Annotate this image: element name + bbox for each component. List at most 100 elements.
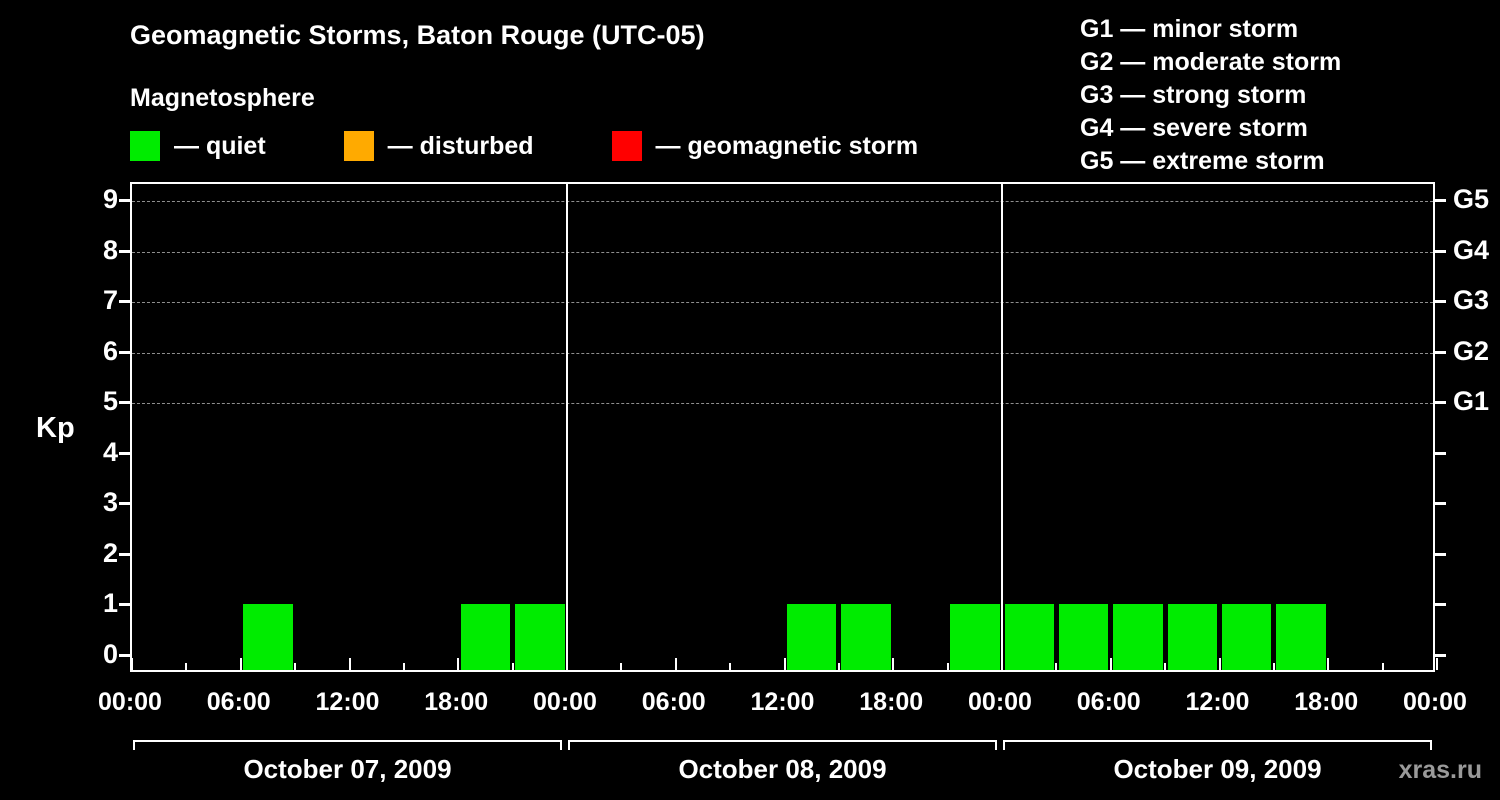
y-tick-mark <box>119 603 130 607</box>
date-bracket <box>568 740 997 750</box>
g-axis-label: G1 <box>1453 386 1490 417</box>
time-label: 18:00 <box>424 688 489 716</box>
legend-swatch <box>611 131 642 161</box>
kp-bar <box>1113 604 1163 670</box>
day-separator <box>566 184 568 670</box>
y-tick-label: 5 <box>102 386 118 417</box>
kp-bar <box>1004 604 1054 670</box>
g-legend-line: G4 — severe storm <box>1080 114 1308 142</box>
time-label: 18:00 <box>859 688 924 716</box>
y-tick-mark <box>1435 451 1446 455</box>
chart-title: Geomagnetic Storms, Baton Rouge (UTC-05) <box>130 20 705 50</box>
y-tick-mark <box>1435 249 1446 253</box>
gridline <box>132 352 1433 354</box>
legend-item-quiet: — quiet <box>130 131 266 161</box>
gridline <box>132 251 1433 253</box>
y-tick-mark <box>119 552 130 556</box>
kp-bar <box>460 604 511 670</box>
y-tick-label: 3 <box>102 487 118 518</box>
y-tick-mark <box>1435 603 1446 607</box>
time-label: 06:00 <box>206 688 271 716</box>
y-tick-mark <box>119 401 130 405</box>
kp-bar <box>1058 604 1109 670</box>
y-tick-mark <box>1435 502 1446 506</box>
date-label: October 08, 2009 <box>678 754 887 784</box>
kp-bar <box>1167 604 1217 670</box>
legend-item-label: — disturbed <box>387 131 534 160</box>
y-tick-mark <box>1435 350 1446 354</box>
g-legend-line: G3 — strong storm <box>1080 81 1307 109</box>
y-axis-title: Kp <box>36 412 75 444</box>
x-tick-mark <box>946 663 949 670</box>
x-tick-mark <box>1218 658 1221 670</box>
x-tick-mark <box>729 663 732 670</box>
date-label: October 09, 2009 <box>1113 754 1322 784</box>
x-tick-mark <box>1055 663 1058 670</box>
y-tick-label: 0 <box>102 639 118 669</box>
y-tick-label: 6 <box>102 335 118 366</box>
date-bracket <box>1003 740 1432 750</box>
watermark: xras.ru <box>1398 756 1482 784</box>
y-tick-mark <box>119 502 130 506</box>
time-label: 06:00 <box>641 688 706 716</box>
x-tick-mark <box>185 663 188 670</box>
kp-bar <box>787 604 837 670</box>
x-tick-mark <box>1109 658 1112 670</box>
date-bracket <box>133 740 562 750</box>
legend-swatch <box>343 131 374 161</box>
time-label: 12:00 <box>315 688 380 716</box>
y-tick-label: 7 <box>102 285 118 316</box>
x-tick-mark <box>783 658 786 670</box>
legend-item-disturbed: — disturbed <box>343 131 534 161</box>
legend-swatch <box>130 131 160 161</box>
x-tick-mark <box>1164 663 1167 670</box>
kp-bar <box>950 604 1000 670</box>
time-label: 18:00 <box>1294 688 1359 716</box>
g-legend-line: G2 — moderate storm <box>1080 48 1342 76</box>
time-label: 00:00 <box>98 688 162 716</box>
x-tick-mark <box>620 663 623 670</box>
x-tick-mark <box>837 663 840 670</box>
kp-bar <box>243 604 293 670</box>
gridline <box>132 403 1433 405</box>
g-axis-label: G2 <box>1453 335 1490 366</box>
y-tick-mark <box>119 451 130 455</box>
legend-item-label: — geomagnetic storm <box>655 131 919 160</box>
y-tick-label: 8 <box>102 234 118 265</box>
kp-color-legend: — quiet — disturbed — geomagnetic storm <box>130 131 918 161</box>
x-tick-mark <box>1327 658 1330 670</box>
time-label: 00:00 <box>533 688 597 716</box>
y-tick-mark <box>119 199 130 202</box>
time-label: 12:00 <box>750 688 815 716</box>
x-tick-mark <box>131 658 133 670</box>
y-tick-mark <box>1435 199 1446 202</box>
time-label: 00:00 <box>968 688 1032 716</box>
date-label: October 07, 2009 <box>243 754 452 784</box>
y-tick-mark <box>119 249 130 253</box>
y-tick-mark <box>1435 401 1446 405</box>
g-axis-label: G3 <box>1453 285 1490 316</box>
x-tick-mark <box>892 658 895 670</box>
legend-item-label: — quiet <box>174 131 266 160</box>
time-label: 00:00 <box>1403 688 1467 716</box>
x-tick-mark <box>239 658 242 670</box>
g-legend-line: G1 — minor storm <box>1080 15 1299 43</box>
x-tick-mark <box>402 663 405 670</box>
gridline <box>132 201 1433 202</box>
day-separator <box>1001 184 1003 670</box>
g-axis-label: G4 <box>1453 234 1490 265</box>
legend-heading: Magnetosphere <box>130 84 315 112</box>
y-tick-label: 2 <box>102 537 118 568</box>
y-tick-label: 9 <box>102 184 118 214</box>
x-tick-mark <box>294 663 297 670</box>
kp-bar <box>1276 604 1326 670</box>
time-label: 06:00 <box>1076 688 1141 716</box>
g-axis-label: G5 <box>1453 184 1490 214</box>
g-legend-line: G5 — extreme storm <box>1080 147 1325 175</box>
y-tick-mark <box>119 350 130 354</box>
kp-bar <box>841 604 891 670</box>
x-tick-mark <box>511 663 514 670</box>
x-tick-mark <box>1381 663 1384 670</box>
kp-bar <box>515 604 565 670</box>
